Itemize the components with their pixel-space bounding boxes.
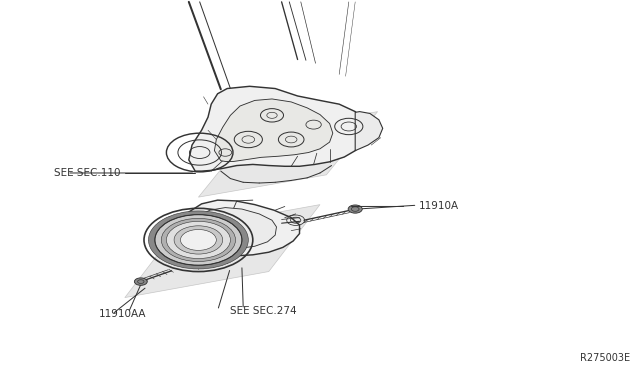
Text: R275003E: R275003E [580,353,630,363]
Polygon shape [189,86,368,171]
Text: 11910AA: 11910AA [99,310,147,319]
Text: 11910A: 11910A [419,202,460,211]
Circle shape [180,230,216,250]
Polygon shape [178,200,300,256]
Polygon shape [125,205,320,298]
Circle shape [348,205,362,213]
Circle shape [134,278,147,285]
Circle shape [174,226,223,254]
Circle shape [155,215,242,265]
Circle shape [148,211,248,269]
Circle shape [166,221,230,259]
Text: SEE SEC.274: SEE SEC.274 [230,306,297,315]
Polygon shape [198,112,378,197]
Polygon shape [214,99,333,161]
Polygon shape [189,208,276,248]
Circle shape [161,218,236,262]
Text: SEE SEC.110: SEE SEC.110 [54,168,121,178]
Polygon shape [355,112,383,151]
